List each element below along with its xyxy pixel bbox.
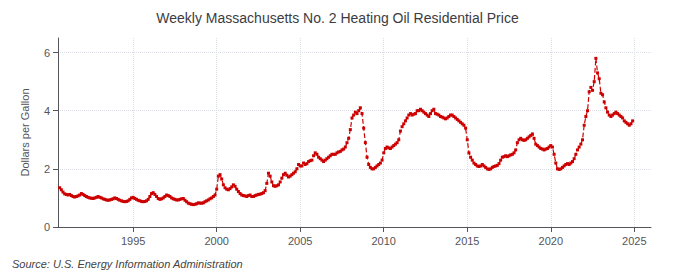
svg-text:1995: 1995	[121, 235, 145, 247]
svg-text:2025: 2025	[622, 235, 646, 247]
svg-text:2020: 2020	[539, 235, 563, 247]
svg-text:6: 6	[44, 47, 50, 59]
svg-text:2010: 2010	[371, 235, 395, 247]
svg-text:4: 4	[44, 105, 50, 117]
svg-text:2000: 2000	[204, 235, 228, 247]
svg-text:Dollars per Gallon: Dollars per Gallon	[19, 88, 31, 176]
svg-text:2015: 2015	[455, 235, 479, 247]
svg-text:Source: U.S. Energy Informatio: Source: U.S. Energy Information Administ…	[12, 258, 243, 270]
svg-text:0: 0	[44, 221, 50, 233]
svg-text:2005: 2005	[288, 235, 312, 247]
svg-text:2: 2	[44, 163, 50, 175]
svg-text:Weekly Massachusetts No. 2 Hea: Weekly Massachusetts No. 2 Heating Oil R…	[156, 10, 519, 26]
